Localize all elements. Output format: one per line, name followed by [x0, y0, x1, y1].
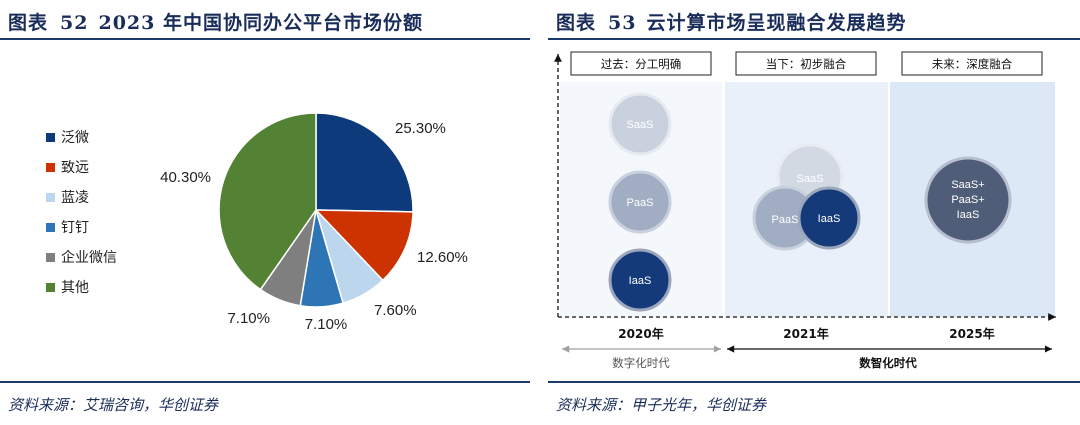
cloud-evolution-diagram: 过去：分工明确 当下：初步融合 未来：深度融合 SaaS PaaS IaaS S…	[554, 51, 1056, 370]
legend-item: 其他	[46, 272, 117, 302]
source-note: 资料来源：甲子光年，华创证券	[556, 396, 767, 414]
year-label-2020: 2020年	[618, 326, 663, 341]
pie-data-label: 7.10%	[305, 316, 348, 333]
svg-text:IaaS: IaaS	[957, 209, 980, 221]
circle-2021-paas: PaaS	[752, 185, 818, 251]
stage-label-2025: 未来：深度融合	[901, 51, 1043, 76]
pie-chart: 25.30% 12.60% 7.60% 7.10% 7.10% 40.30%	[160, 112, 468, 333]
legend-item: 泛微	[46, 122, 117, 152]
figure-number: 52	[60, 12, 89, 34]
svg-text:PaaS+: PaaS+	[951, 194, 984, 206]
right-figure-panel: 图表 53 云计算市场呈现融合发展趋势 过去：分工明确	[548, 0, 1080, 425]
legend-swatch	[46, 132, 55, 142]
legend-swatch	[46, 192, 55, 202]
pie-legend: 泛微致远蓝凌钉钉企业微信其他	[46, 122, 117, 302]
legend-swatch	[46, 222, 55, 232]
legend-swatch	[46, 162, 55, 172]
legend-label: 其他	[61, 280, 89, 296]
svg-text:SaaS: SaaS	[797, 173, 824, 185]
legend-label: 致远	[61, 160, 89, 176]
svg-text:IaaS: IaaS	[629, 275, 652, 287]
source-rule	[548, 381, 1080, 383]
pie-data-label: 40.30%	[160, 169, 211, 186]
stage-label-2020: 过去：分工明确	[570, 51, 712, 76]
stage-label-text: 未来：深度融合	[932, 57, 1013, 71]
pie-slice-1	[314, 209, 414, 282]
stage-label-text: 过去：分工明确	[601, 57, 682, 71]
circle-2020-saas: SaaS	[608, 92, 672, 156]
pie-slice-0	[315, 112, 414, 213]
circle-2021-iaas: IaaS	[797, 186, 861, 250]
legend-swatch	[46, 282, 55, 292]
figure-title-text: 2023 年中国协同办公平台市场份额	[98, 12, 423, 34]
stage-label-text: 当下：初步融合	[766, 57, 847, 71]
stage-label-2021: 当下：初步融合	[735, 51, 877, 76]
figure-title-text: 云计算市场呈现融合发展趋势	[646, 12, 907, 34]
svg-text:SaaS+: SaaS+	[951, 179, 984, 191]
legend-label: 钉钉	[61, 220, 89, 236]
figure-number: 53	[608, 12, 637, 34]
source-rule	[0, 381, 530, 383]
era-label-digital-intelligence: 数智化时代	[859, 356, 917, 370]
title-rule	[548, 38, 1080, 40]
svg-text:IaaS: IaaS	[818, 213, 841, 225]
era-label-digital: 数字化时代	[612, 356, 670, 370]
pie-slice-5	[218, 112, 317, 291]
svg-text:SaaS: SaaS	[627, 119, 654, 131]
figure-label: 图表	[556, 12, 597, 34]
pie-data-label: 7.60%	[374, 302, 417, 319]
legend-swatch	[46, 252, 55, 262]
legend-label: 蓝凌	[61, 190, 89, 206]
figure-title: 图表 52 2023 年中国协同办公平台市场份额	[8, 8, 423, 35]
left-figure-panel: 图表 52 2023 年中国协同办公平台市场份额 泛微致远蓝凌钉钉企业微信其他 25…	[0, 0, 530, 425]
legend-label: 泛微	[61, 130, 89, 146]
circle-2025-merged: SaaS+ PaaS+ IaaS	[924, 156, 1012, 244]
pie-data-label: 25.30%	[395, 120, 446, 137]
year-label-2021: 2021年	[783, 326, 828, 341]
figure-title: 图表 53 云计算市场呈现融合发展趋势	[556, 8, 906, 35]
figure-label: 图表	[8, 12, 49, 34]
pie-data-label: 7.10%	[227, 310, 270, 327]
pie-data-label: 12.60%	[417, 249, 468, 266]
svg-text:PaaS: PaaS	[772, 214, 799, 226]
legend-item: 钉钉	[46, 212, 117, 242]
legend-item: 企业微信	[46, 242, 117, 272]
circle-2020-iaas: IaaS	[608, 248, 672, 312]
legend-item: 致远	[46, 152, 117, 182]
title-rule	[0, 38, 530, 40]
source-note: 资料来源：艾瑞咨询，华创证券	[8, 396, 219, 414]
year-label-2025: 2025年	[949, 326, 994, 341]
legend-item: 蓝凌	[46, 182, 117, 212]
legend-label: 企业微信	[61, 250, 117, 266]
svg-text:PaaS: PaaS	[627, 197, 654, 209]
circle-2020-paas: PaaS	[608, 170, 672, 234]
